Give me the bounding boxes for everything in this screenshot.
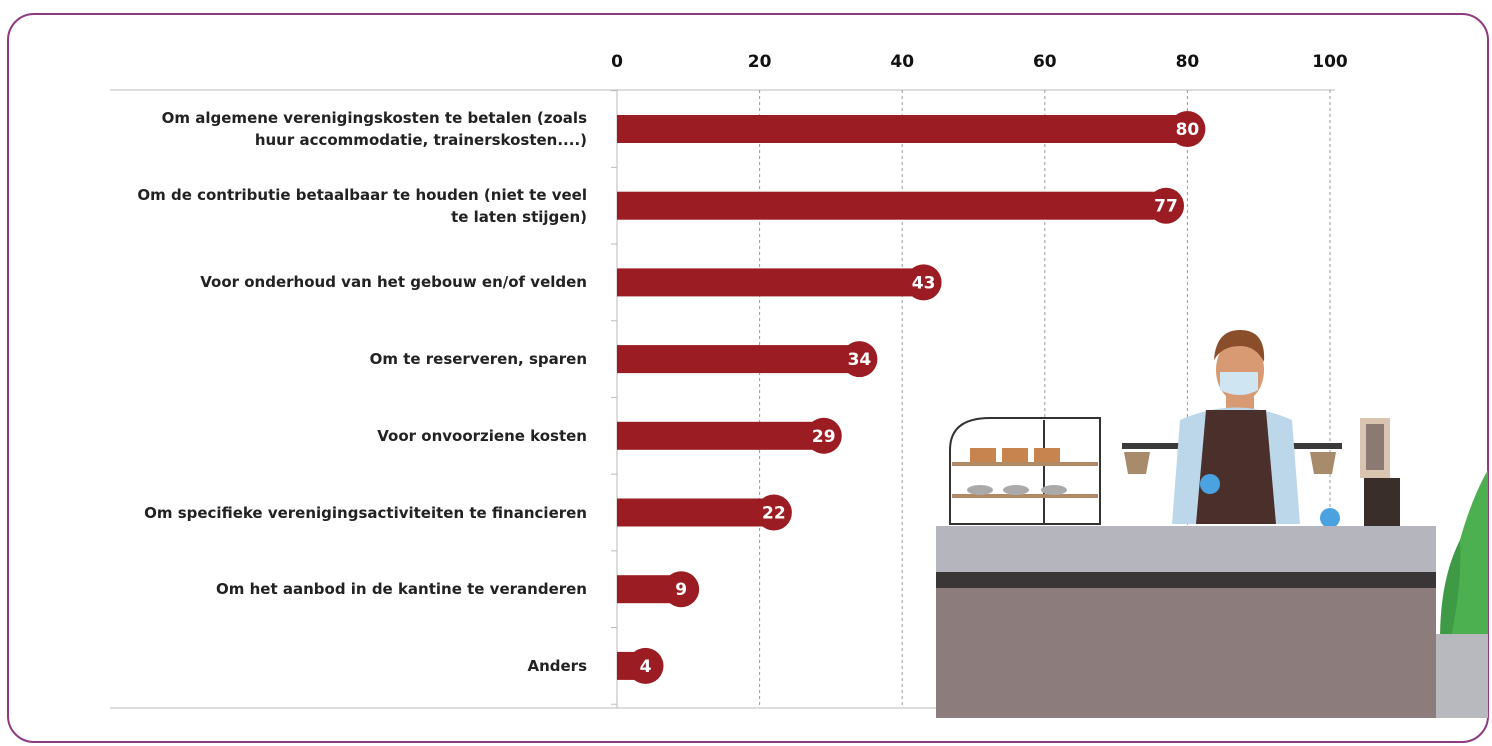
bar: [617, 192, 1166, 220]
value-label: 77: [1154, 197, 1178, 217]
x-tick-label: 0: [611, 52, 623, 72]
value-label: 80: [1176, 120, 1200, 140]
value-label: 22: [762, 504, 786, 524]
x-tick-label: 20: [748, 52, 772, 72]
category-label: Om specifieke verenigingsactiviteiten te…: [137, 502, 587, 524]
value-label: 29: [812, 427, 836, 447]
x-tick-label: 60: [1033, 52, 1057, 72]
category-label: Anders: [137, 655, 587, 677]
bar: [617, 268, 924, 296]
x-tick-label: 80: [1176, 52, 1200, 72]
value-label: 34: [848, 350, 872, 370]
value-label: 43: [912, 273, 936, 293]
category-label: Om algemene verenigingskosten te betalen…: [137, 107, 587, 151]
category-label: Voor onderhoud van het gebouw en/of veld…: [137, 271, 587, 293]
x-tick-label: 100: [1312, 52, 1348, 72]
page: 0 20 40 60 80 100 80 77 43 34 29 22 9 4: [0, 0, 1492, 746]
bar: [617, 422, 824, 450]
bar: [617, 499, 774, 527]
category-label: Om te reserveren, sparen: [137, 348, 587, 370]
category-label: Voor onvoorziene kosten: [137, 425, 587, 447]
category-label: Om het aanbod in de kantine te verandere…: [137, 578, 587, 600]
value-label: 4: [640, 657, 652, 677]
x-tick-label: 40: [890, 52, 914, 72]
bar: [617, 345, 859, 373]
category-label: Om de contributie betaalbaar te houden (…: [137, 184, 587, 228]
bar: [617, 115, 1187, 143]
value-label: 9: [675, 580, 687, 600]
